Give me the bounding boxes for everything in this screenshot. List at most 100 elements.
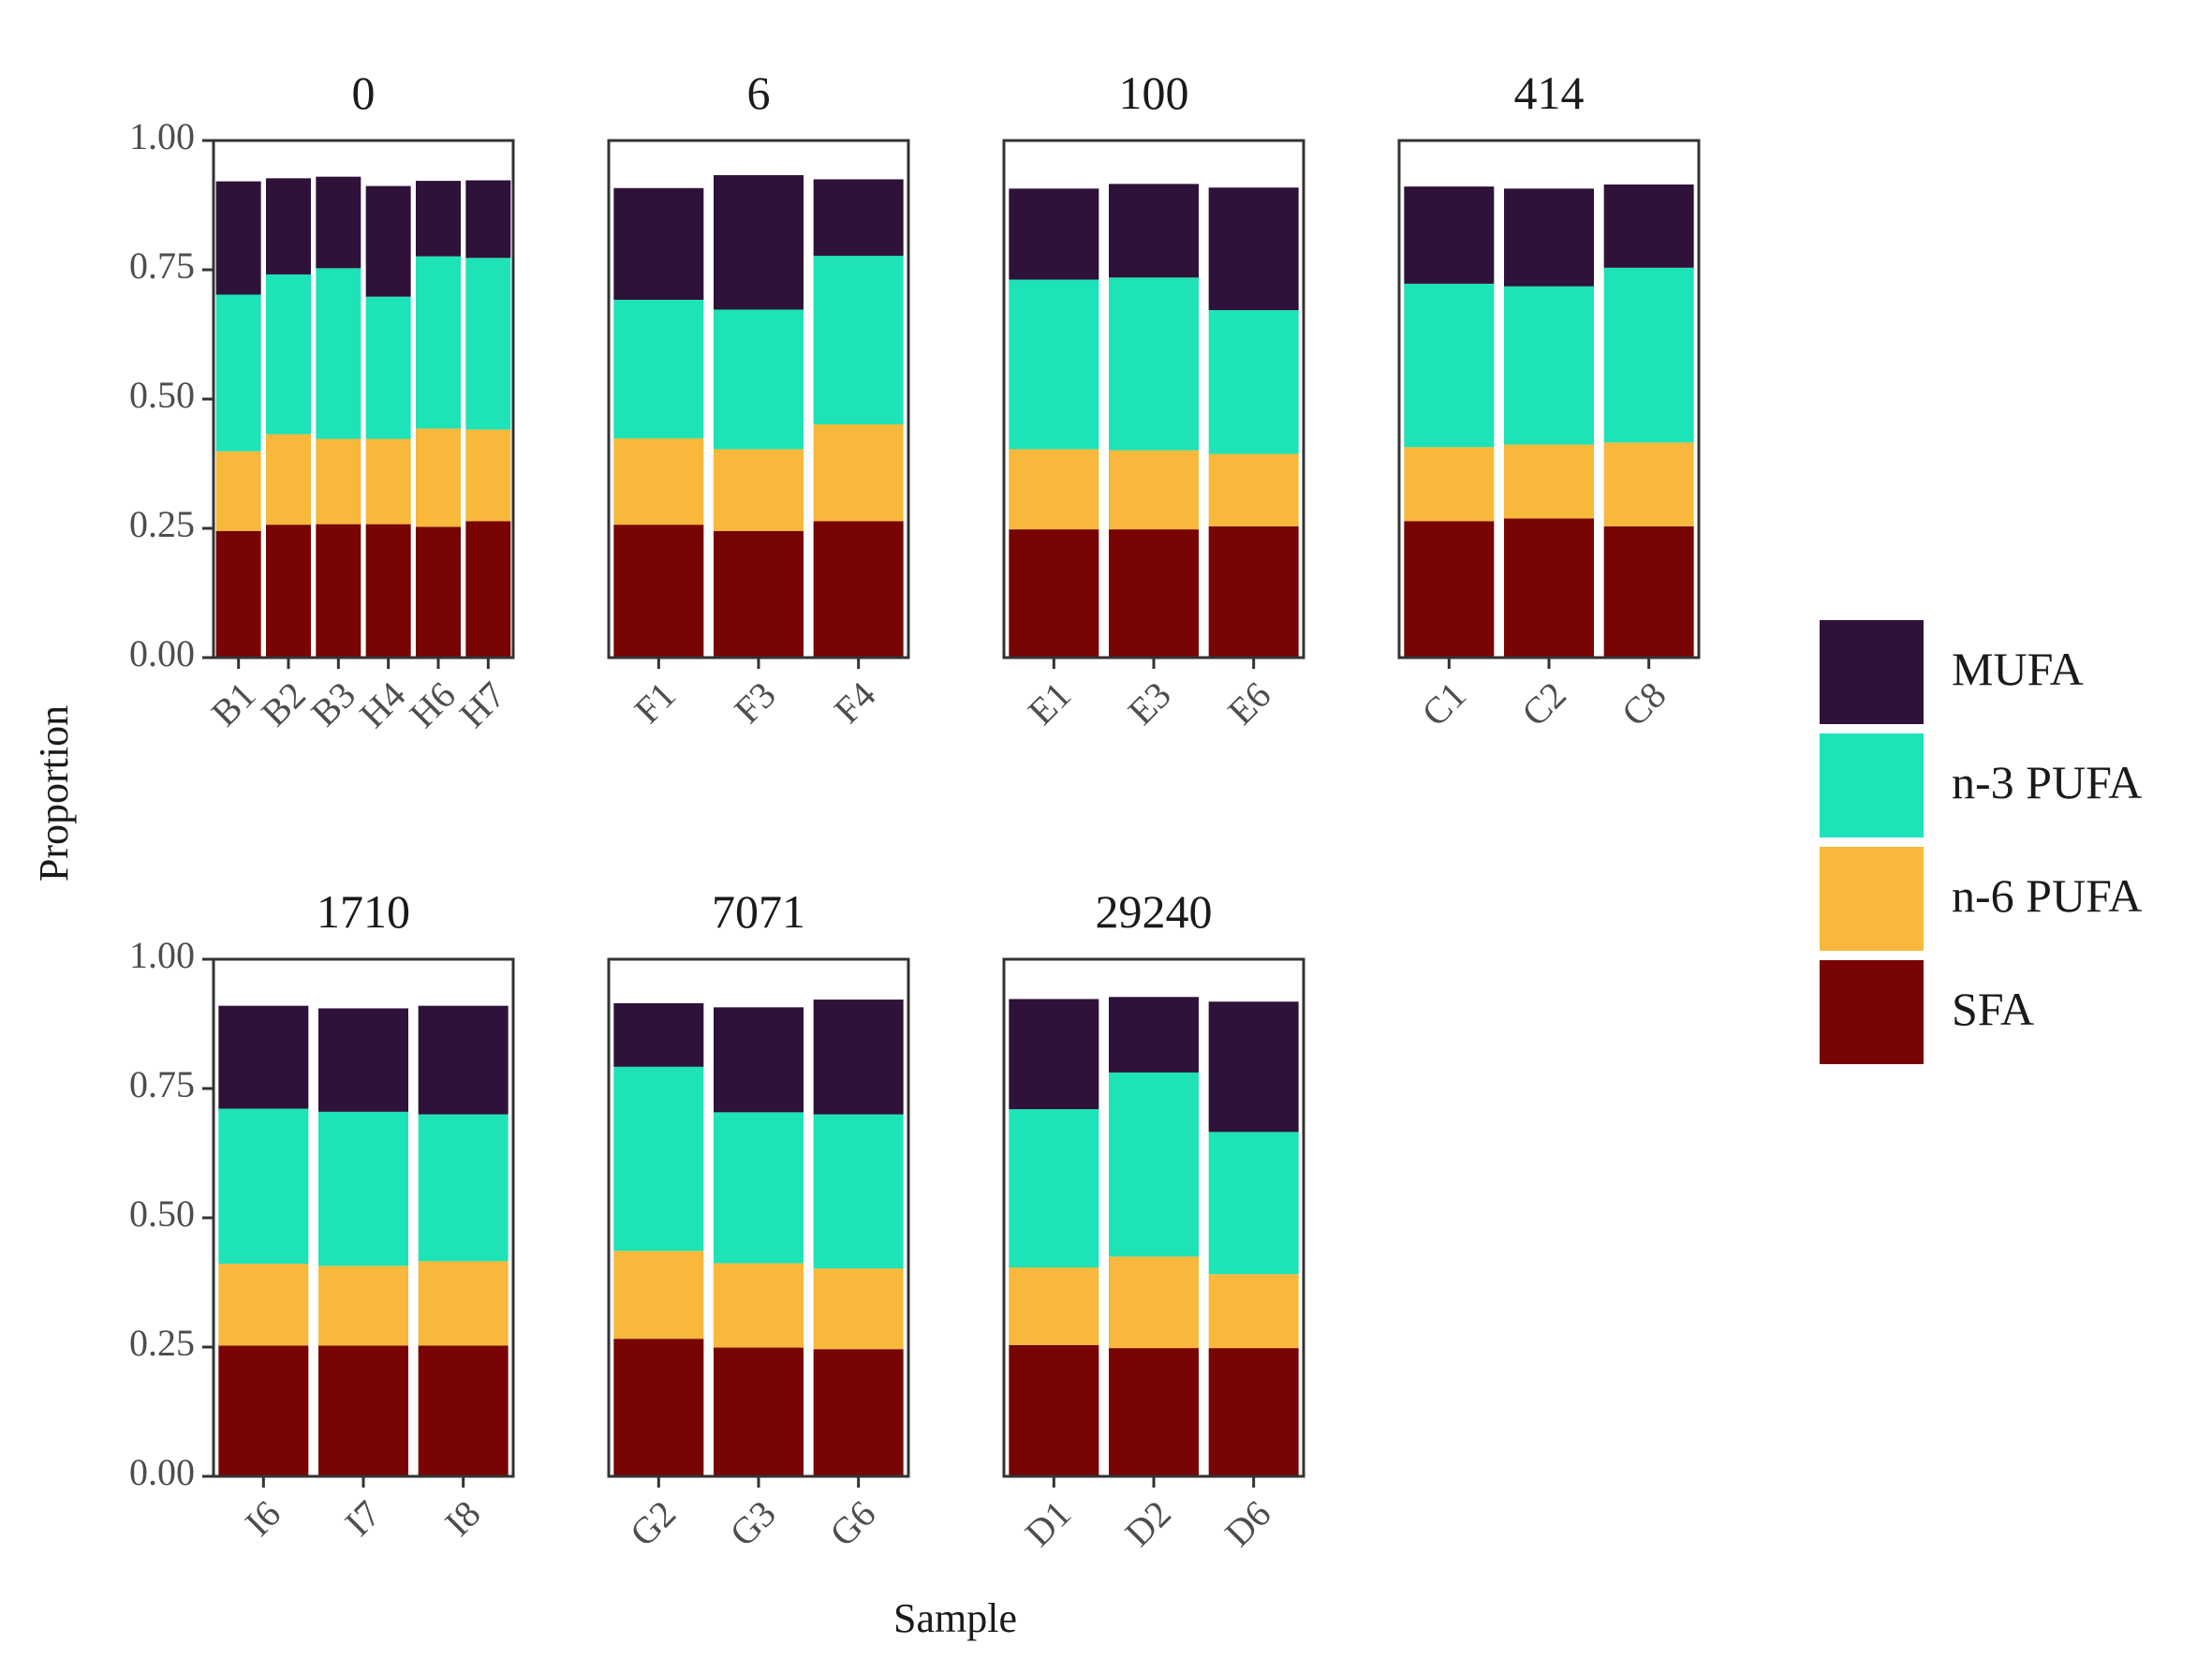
panel-7071: 7071 G2 G3 G6	[607, 885, 910, 1554]
bar-d6-mufa	[1208, 1001, 1299, 1133]
x-axis-title: Sample	[893, 1595, 1017, 1641]
y-tick-label: 0.75	[129, 1063, 195, 1105]
x-tick-label: H7	[451, 674, 513, 735]
bar-c2-n-6-pufa	[1504, 444, 1594, 519]
legend: MUFA n-3 PUFA n-6 PUFA SFA	[1820, 620, 2142, 1064]
panel-title: 7071	[712, 885, 805, 938]
legend-key-n-6-pufa	[1820, 847, 1924, 951]
bar-h4-sfa	[365, 524, 411, 658]
bar-d2-mufa	[1109, 997, 1199, 1073]
bar-f1-mufa	[613, 187, 704, 301]
x-tick-label: G6	[821, 1492, 883, 1554]
legend-label-sfa: SFA	[1952, 983, 2034, 1035]
bar-b3-mufa	[316, 176, 361, 269]
bar-c2-mufa	[1504, 188, 1594, 287]
x-tick-label: C2	[1513, 674, 1574, 734]
y-tick-label: 0.50	[129, 1192, 195, 1235]
bar-i8-mufa	[418, 1005, 509, 1115]
bar-d2-sfa	[1109, 1348, 1199, 1476]
bar-c1-mufa	[1404, 186, 1495, 284]
bar-b2-mufa	[266, 178, 311, 274]
bar-c8-n-6-pufa	[1603, 442, 1694, 526]
bar-g6-n-3-pufa	[813, 1114, 904, 1269]
bar-h4-mufa	[365, 185, 411, 297]
bar-e1-sfa	[1009, 529, 1099, 658]
panel-title: 29240	[1096, 885, 1213, 938]
bar-g2-mufa	[613, 1002, 704, 1067]
legend-label-mufa: MUFA	[1952, 643, 2084, 695]
bar-h6-n-3-pufa	[416, 256, 461, 429]
bar-c8-sfa	[1603, 526, 1694, 658]
bar-h6-n-6-pufa	[416, 428, 461, 527]
legend-key-n-3-pufa	[1820, 733, 1924, 837]
bar-b3-sfa	[316, 524, 361, 658]
bar-f4-mufa	[813, 179, 904, 257]
x-tick-label: E1	[1020, 674, 1079, 733]
y-tick-label: 1.00	[129, 115, 195, 157]
x-tick-label: I7	[336, 1492, 388, 1544]
x-tick-label: F4	[826, 674, 884, 732]
bar-e1-n-6-pufa	[1009, 449, 1099, 530]
bar-e3-mufa	[1109, 184, 1199, 278]
bar-g6-n-6-pufa	[813, 1268, 904, 1350]
bar-h7-mufa	[465, 180, 511, 259]
legend-label-n-3-pufa: n-3 PUFA	[1952, 756, 2142, 808]
bar-d1-n-3-pufa	[1009, 1109, 1099, 1267]
x-tick-label: I8	[436, 1492, 488, 1544]
bar-g6-sfa	[813, 1349, 904, 1476]
bar-b1-sfa	[215, 530, 261, 658]
bar-i6-mufa	[218, 1005, 309, 1109]
bar-h7-sfa	[465, 521, 511, 658]
panel-border	[607, 139, 910, 659]
y-tick-label: 0.50	[129, 374, 195, 416]
bar-c2-sfa	[1504, 518, 1594, 658]
x-tick-label: D1	[1017, 1492, 1079, 1554]
bar-g6-mufa	[813, 1000, 904, 1115]
bar-h7-n-6-pufa	[465, 429, 511, 522]
bar-g2-sfa	[613, 1339, 704, 1476]
y-tick-label: 0.25	[129, 503, 195, 545]
y-tick-label: 0.00	[129, 1451, 195, 1493]
panel-29240: 29240 D1 D2 D6	[1002, 885, 1305, 1554]
bar-d2-n-6-pufa	[1109, 1256, 1199, 1349]
panel-6: 6 F1 F3 F4	[607, 67, 910, 732]
bar-i8-n-6-pufa	[418, 1261, 509, 1346]
panel-100: 100 E1 E3 E6	[1002, 67, 1305, 733]
bar-e6-mufa	[1208, 187, 1299, 311]
bar-i6-n-6-pufa	[218, 1264, 309, 1346]
panel-border	[1002, 957, 1305, 1478]
bar-c1-n-6-pufa	[1404, 447, 1495, 522]
bar-g3-sfa	[714, 1347, 804, 1476]
bar-f1-sfa	[613, 525, 704, 658]
bar-e6-sfa	[1208, 526, 1299, 658]
bar-i7-sfa	[318, 1345, 408, 1476]
bar-i6-sfa	[218, 1345, 309, 1476]
panel-border	[607, 957, 910, 1478]
panel-414: 414 C1 C2 C8	[1397, 67, 1701, 734]
y-axis-title: Proportion	[31, 705, 77, 881]
bar-f1-n-6-pufa	[613, 437, 704, 526]
x-tick-label: F3	[726, 674, 784, 732]
bar-b3-n-3-pufa	[316, 268, 361, 439]
bar-g3-n-3-pufa	[714, 1112, 804, 1264]
bar-f3-sfa	[714, 530, 804, 658]
bar-f3-n-6-pufa	[714, 449, 804, 531]
x-tick-label: C8	[1614, 674, 1674, 734]
bar-f4-n-3-pufa	[813, 256, 904, 425]
bar-d2-n-3-pufa	[1109, 1072, 1199, 1257]
bar-b1-mufa	[215, 181, 261, 295]
bar-f3-mufa	[714, 174, 804, 310]
bar-c2-n-3-pufa	[1504, 286, 1594, 445]
bar-i7-mufa	[318, 1008, 408, 1112]
x-tick-label: I6	[237, 1492, 288, 1544]
bar-i8-n-3-pufa	[418, 1114, 509, 1262]
bar-h6-mufa	[416, 181, 461, 257]
bar-b3-n-6-pufa	[316, 438, 361, 525]
legend-label-n-6-pufa: n-6 PUFA	[1952, 869, 2142, 922]
bar-e6-n-6-pufa	[1208, 453, 1299, 526]
panel-title: 0	[352, 67, 376, 119]
bar-h7-n-3-pufa	[465, 258, 511, 430]
panel-title: 414	[1514, 67, 1585, 119]
panel-title: 6	[747, 67, 771, 119]
